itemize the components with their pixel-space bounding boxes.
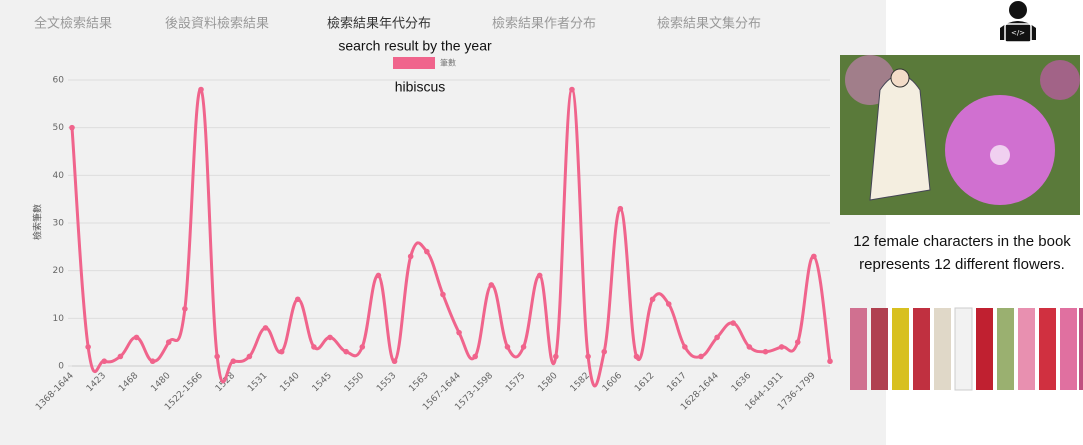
point xyxy=(520,344,527,350)
point xyxy=(440,291,446,298)
point xyxy=(198,86,204,93)
tab[interactable]: 檢索結果文集分布 xyxy=(657,16,761,32)
point xyxy=(294,296,301,303)
point xyxy=(601,348,608,355)
point xyxy=(407,253,414,260)
point xyxy=(456,329,462,336)
y-tick-label: 10 xyxy=(53,314,65,324)
legend-label: 筆數 xyxy=(440,58,456,68)
point xyxy=(69,124,75,131)
y-tick-label: 50 xyxy=(53,123,65,133)
point xyxy=(698,353,704,360)
point xyxy=(488,282,495,288)
point xyxy=(714,334,720,341)
caption: 12 female characters in the book represe… xyxy=(853,233,1071,273)
point xyxy=(182,306,188,312)
point xyxy=(327,334,333,341)
tab[interactable]: 檢索結果年代分布 xyxy=(327,16,431,32)
point xyxy=(85,344,91,350)
point xyxy=(117,353,124,360)
y-tick-label: 20 xyxy=(53,266,65,276)
point xyxy=(585,353,591,360)
point xyxy=(778,344,785,350)
tab[interactable]: 全文檢索結果 xyxy=(34,16,112,32)
subtitle: hibiscus xyxy=(395,79,446,95)
y-label: 檢索筆數 xyxy=(32,204,44,240)
point xyxy=(633,353,640,360)
point xyxy=(230,358,237,365)
point xyxy=(424,248,430,255)
tab[interactable]: 後設資料檢索結果 xyxy=(165,16,269,32)
point xyxy=(504,344,511,350)
point xyxy=(682,344,688,350)
point xyxy=(665,301,672,307)
point xyxy=(133,334,140,341)
tab[interactable]: 檢索結果作者分布 xyxy=(492,16,596,32)
point xyxy=(649,296,656,303)
developer-icon: </> xyxy=(1000,1,1036,43)
point xyxy=(391,358,398,365)
point xyxy=(762,348,769,355)
point xyxy=(375,272,382,279)
annotation: search result by the year xyxy=(338,38,492,54)
point xyxy=(149,358,156,365)
flower-image xyxy=(840,55,1080,215)
point xyxy=(827,358,833,365)
point xyxy=(311,344,317,350)
point xyxy=(569,86,575,93)
point xyxy=(343,348,349,355)
point xyxy=(617,205,624,212)
point xyxy=(730,320,737,326)
point xyxy=(214,353,220,360)
y-tick-label: 60 xyxy=(53,76,65,86)
y-tick-label: 0 xyxy=(58,362,64,372)
point xyxy=(472,353,478,360)
svg-text:</>: </> xyxy=(1011,29,1025,37)
flower-strip xyxy=(850,307,1083,391)
point xyxy=(262,325,269,331)
y-tick-label: 40 xyxy=(53,171,65,181)
point xyxy=(246,353,253,360)
point xyxy=(553,353,559,360)
legend-swatch xyxy=(393,57,435,69)
point xyxy=(359,344,366,350)
y-tick-label: 30 xyxy=(53,219,65,229)
point xyxy=(746,344,753,350)
point xyxy=(536,272,543,279)
point xyxy=(794,339,801,345)
point xyxy=(165,339,172,345)
point xyxy=(811,253,817,260)
point xyxy=(101,358,108,365)
point xyxy=(278,348,285,355)
